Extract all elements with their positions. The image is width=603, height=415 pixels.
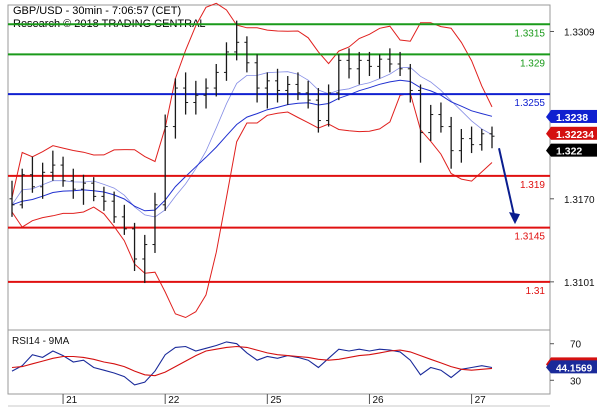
- indicator-tag: [551, 360, 597, 374]
- level-label: 1.319: [520, 180, 545, 191]
- price-tag: [551, 143, 597, 157]
- level-label: 1.31: [526, 286, 546, 297]
- price-tag: [551, 109, 597, 123]
- level-label: 1.3255: [514, 98, 545, 109]
- x-tick-label: 22: [168, 395, 180, 406]
- x-tick-label: 27: [475, 395, 487, 406]
- bollinger-lower-band: [11, 92, 493, 319]
- chart-title: GBP/USD - 30min - 7:06:57 (CET): [13, 5, 182, 17]
- price-tag-pointer: [546, 109, 551, 123]
- indicator-title: RSI14 - 9MA: [12, 336, 70, 347]
- forecast-arrow-head: [509, 212, 520, 225]
- price-tag-pointer: [546, 126, 551, 140]
- level-label: 1.3145: [514, 232, 545, 243]
- forecast-arrow-shaft: [498, 148, 515, 216]
- y-tick-label: 1.3101: [564, 278, 595, 289]
- indicator-tag-pointer: [546, 360, 551, 374]
- y-tick-label: 1.3170: [564, 195, 595, 206]
- moving-average-line: [11, 79, 493, 212]
- y-tick-label: 1.3309: [564, 27, 595, 38]
- x-tick-label: 21: [66, 395, 78, 406]
- x-tick-label: 26: [372, 395, 384, 406]
- price-tag: [551, 126, 597, 140]
- indicator-tick-label: 70: [570, 340, 582, 351]
- level-label: 1.3315: [514, 28, 545, 39]
- bollinger-middle-line: [11, 66, 493, 218]
- price-tag-label: 1.322: [556, 146, 582, 158]
- price-tag-label: 1.32234: [556, 129, 594, 141]
- rsi-line: [11, 341, 493, 386]
- price-tag-label: 1.3238: [556, 112, 588, 124]
- level-label: 1.329: [520, 58, 545, 69]
- bollinger-upper-band: [11, 2, 493, 198]
- rsi-ma-line: [11, 345, 493, 377]
- x-tick-label: 25: [270, 395, 282, 406]
- indicator-panel-frame: [7, 329, 551, 395]
- price-tag-pointer: [546, 143, 551, 157]
- indicator-tag-label: 44.1569: [556, 363, 593, 374]
- indicator-tick-label: 30: [570, 376, 582, 387]
